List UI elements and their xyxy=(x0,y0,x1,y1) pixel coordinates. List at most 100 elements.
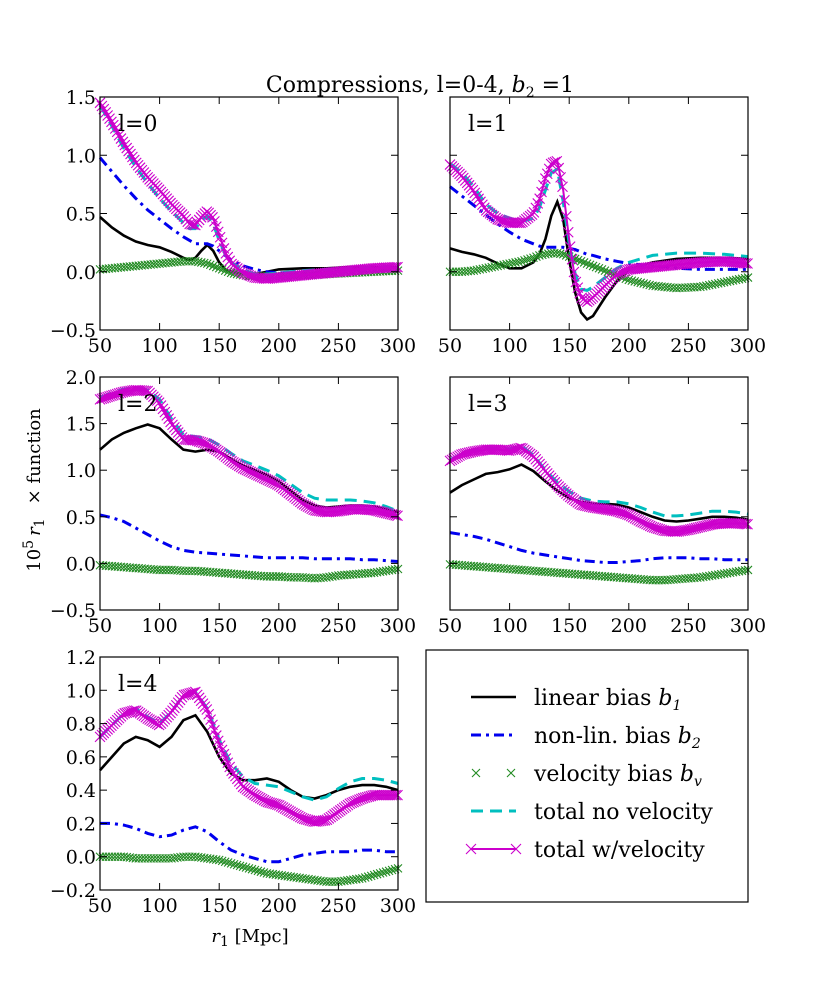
figure-title-text: Compressions, l=0-4, xyxy=(266,73,512,98)
y-tick-label: 0.2 xyxy=(66,813,96,835)
velocity-marker xyxy=(597,265,607,274)
x-tick-label: 200 xyxy=(611,615,647,637)
series-total-w-velocity-line xyxy=(449,446,749,533)
y-tick-label: −0.5 xyxy=(50,320,96,342)
velocity-marker xyxy=(639,279,649,288)
velocity-marker xyxy=(561,251,571,260)
velocity-marker xyxy=(244,863,254,873)
xlabel-post: [Mpc] xyxy=(229,926,289,947)
x-tick-label: 50 xyxy=(88,615,112,637)
xlabel-var: r xyxy=(211,926,221,947)
series-total-w-velocity-line xyxy=(99,102,399,280)
figure-title-math: b xyxy=(512,73,526,98)
figure-title-math-tail: =1 xyxy=(535,73,574,98)
y-tick-label: 1.5 xyxy=(66,414,96,436)
ylabel-var: r xyxy=(24,526,45,536)
velocity-marker xyxy=(585,260,595,270)
series-total-w-velocity-line xyxy=(449,159,749,304)
velocity-marker xyxy=(514,257,523,267)
series-total-w-velocity-line xyxy=(99,690,398,823)
velocity-marker xyxy=(526,254,535,264)
velocity-marker xyxy=(214,263,224,273)
x-tick-label: 250 xyxy=(320,335,356,357)
x-tick-label: 300 xyxy=(380,335,416,357)
legend-swatch xyxy=(506,768,516,778)
velocity-marker xyxy=(381,867,391,877)
panel-frame xyxy=(99,656,399,891)
y-tick-label: 0.5 xyxy=(66,204,96,226)
velocity-marker xyxy=(223,267,233,277)
velocity-marker xyxy=(363,872,373,882)
legend-label: non-lin. bias b2 xyxy=(534,724,701,752)
series-non-lin-bias xyxy=(98,156,398,275)
velocity-marker xyxy=(208,261,218,271)
velocity-marker xyxy=(250,865,260,875)
series-total-w-velocity xyxy=(94,686,403,828)
x-tick-label: 100 xyxy=(141,615,177,637)
x-tick-label: 250 xyxy=(670,615,706,637)
x-tick-label: 100 xyxy=(141,895,177,917)
velocity-marker xyxy=(372,869,382,879)
x-tick-label: 300 xyxy=(730,615,766,637)
x-tick-label: 150 xyxy=(551,335,587,357)
panels: 50 100 150 200 250 300−0.50.00.51.01.5l=050 10… xyxy=(50,87,766,917)
legend-label: total w/velocity xyxy=(534,838,705,863)
y-tick-label: −0.2 xyxy=(50,880,96,902)
x-tick-label: 100 xyxy=(491,335,527,357)
velocity-marker xyxy=(375,868,385,878)
series-total-no-velocity xyxy=(449,444,749,518)
velocity-marker xyxy=(591,262,601,272)
velocity-marker xyxy=(199,258,209,268)
velocity-marker xyxy=(369,870,379,880)
velocity-marker xyxy=(600,266,610,275)
y-tick-label: 1.2 xyxy=(66,647,96,669)
y-axis-label: 105 r1 × function xyxy=(21,408,48,572)
x-tick-label: 200 xyxy=(261,895,297,917)
velocity-marker xyxy=(520,256,529,265)
ylabel-sup: 5 xyxy=(21,540,37,549)
x-tick-label: 150 xyxy=(201,335,237,357)
series-velocity-bias xyxy=(445,248,753,293)
panel-l-0: 50 100 150 200 250 300 −0.5 0.0 0.5 1.0 1.5 l=0 xyxy=(50,87,416,357)
velocity-marker xyxy=(217,265,227,274)
legend-swatch xyxy=(471,768,481,778)
legend-swatch xyxy=(465,843,477,855)
ylabel-post: × function xyxy=(24,408,45,505)
series-total-w-velocity-line xyxy=(99,388,399,517)
ylabel-pre: 10 xyxy=(24,549,45,572)
velocity-marker xyxy=(229,859,239,869)
legend-entry: total w/velocity xyxy=(465,838,705,863)
velocity-marker xyxy=(214,855,224,865)
x-tick-label: 250 xyxy=(320,895,356,917)
x-tick-label: 100 xyxy=(141,335,177,357)
legend-entry: non-lin. bias b2 xyxy=(471,724,701,752)
velocity-marker xyxy=(235,861,245,871)
velocity-marker xyxy=(205,260,215,270)
velocity-marker xyxy=(523,255,532,264)
x-tick-label: 150 xyxy=(201,895,237,917)
x-tick-label: 200 xyxy=(611,335,647,357)
velocity-marker xyxy=(232,860,242,870)
x-tick-label: 250 xyxy=(320,615,356,637)
y-tick-label: 1.5 xyxy=(66,87,96,109)
x-tick-label: 50 xyxy=(438,335,462,357)
velocity-marker xyxy=(555,249,565,259)
series-non-lin-bias xyxy=(449,531,748,564)
velocity-marker xyxy=(253,866,263,876)
x-tick-label: 250 xyxy=(670,335,706,357)
panel-l-2: 50 100 150 200 250 300 −0.5 0.0 0.5 1.0 1.5 2.0 l=2 xyxy=(50,367,416,637)
x-tick-label: 150 xyxy=(201,615,237,637)
y-tick-label: 0.8 xyxy=(66,714,96,736)
x-tick-label: 300 xyxy=(380,895,416,917)
panel-label: l=2 xyxy=(118,392,157,417)
y-tick-label: 1.0 xyxy=(66,145,96,167)
series-total-w-velocity xyxy=(444,442,753,538)
legend-entry: velocity bias bv xyxy=(471,762,702,790)
legend-label: total no velocity xyxy=(534,800,713,825)
y-tick-label: 0.4 xyxy=(66,780,96,802)
series-linear-bias xyxy=(99,713,399,800)
velocity-marker xyxy=(226,858,236,868)
velocity-marker xyxy=(576,256,586,266)
panel-label: l=1 xyxy=(468,112,507,137)
xlabel-sub: 1 xyxy=(220,934,229,950)
